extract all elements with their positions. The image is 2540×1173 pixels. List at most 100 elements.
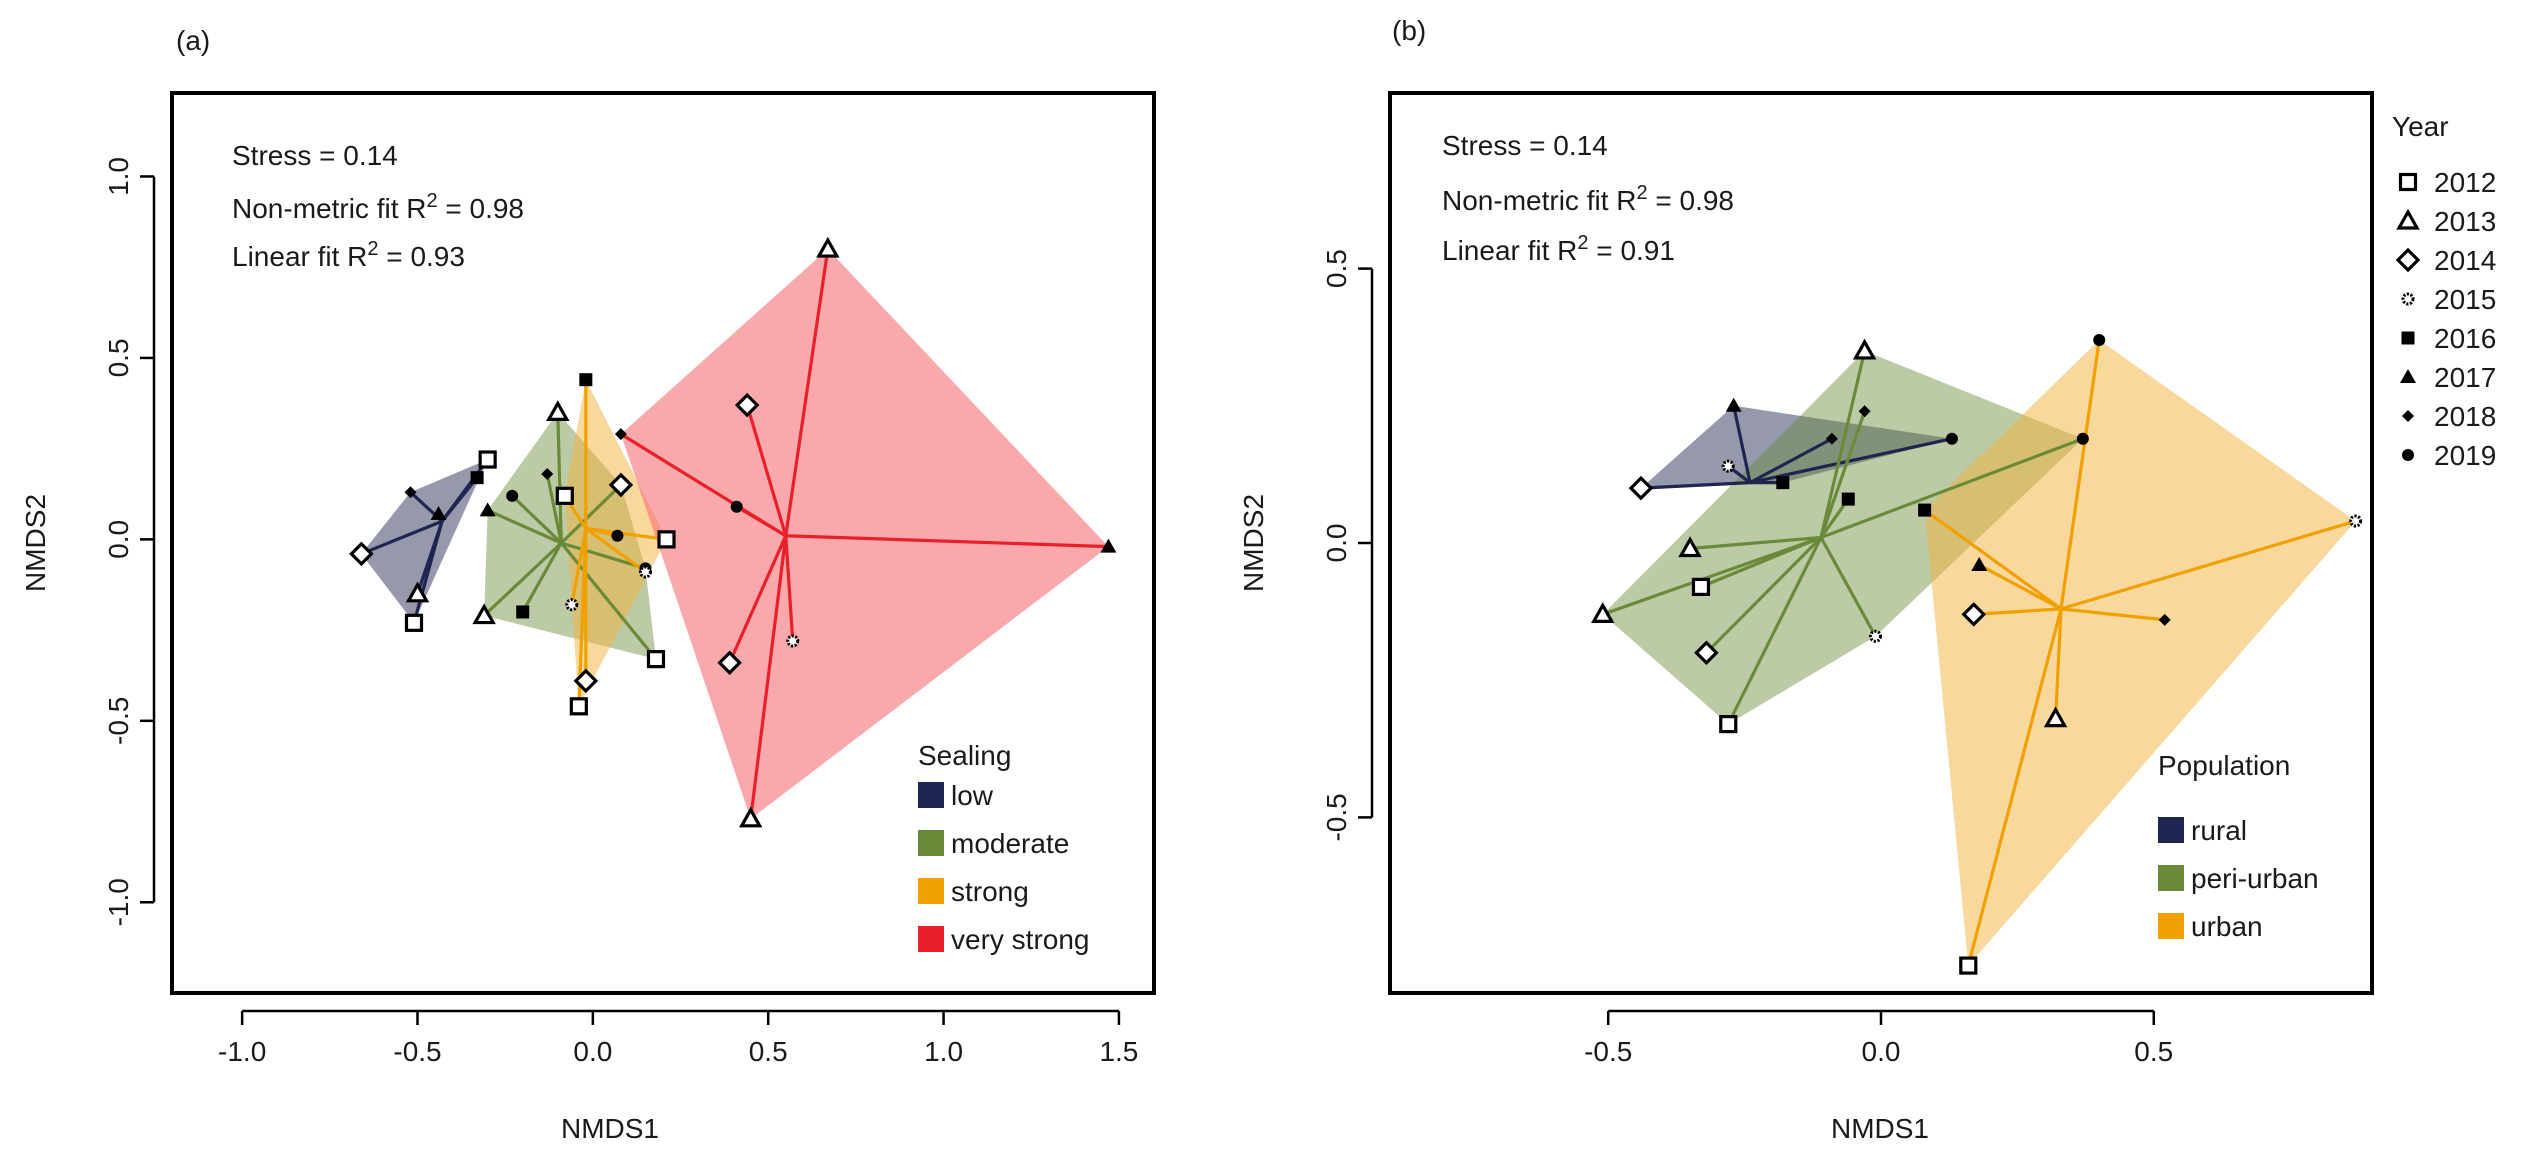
panel-a-point-strong-2012-0 <box>657 530 676 549</box>
panel-a-spoke-strong-5 <box>584 527 647 574</box>
panel-a-legend-item-low: low <box>918 780 994 811</box>
panel-b-point-urban-2016-4 <box>1918 503 1932 517</box>
panel-a-plot-frame <box>170 91 1156 995</box>
panel-a-point-low-2017-5 <box>430 505 447 520</box>
panel-a-legend-label-strong: strong <box>951 876 1029 907</box>
year-legend-label-2019: 2019 <box>2434 440 2496 471</box>
panel-a-x-tick-label: 0.0 <box>573 1036 612 1067</box>
panel-a-stats: Stress = 0.14 Non-metric fit R2 = 0.98 L… <box>232 140 524 272</box>
panel-b-point-peri-urban-2013-2 <box>1591 602 1615 623</box>
panel-b-spoke-peri-urban-1 <box>1726 536 1823 725</box>
panel-a-point-low-2014-3 <box>349 541 374 567</box>
panel-a-point-moderate-2014-3 <box>608 472 634 498</box>
panel-a-point-very-strong-2017-5 <box>1100 538 1117 553</box>
panel-a-spoke-low-2 <box>415 520 444 595</box>
panel-a-point-strong-2016-6 <box>579 373 593 387</box>
panel-b-x-tick-label: 0.5 <box>2134 1036 2173 1067</box>
panel-a-linear-fit: Linear fit R2 = 0.93 <box>232 238 465 272</box>
panel-b-y-tick-label: 0.0 <box>1321 524 1352 563</box>
year-legend-label-2013: 2013 <box>2434 206 2496 237</box>
panel-a-nonmetric-fit: Non-metric fit R2 = 0.98 <box>232 190 524 224</box>
panel-b-spoke-peri-urban-4 <box>1819 350 1867 538</box>
panel-a-label: (a) <box>176 25 210 56</box>
panel-a-spoke-low-3 <box>360 519 443 556</box>
panel-a-x-tick-label: 0.5 <box>749 1036 788 1067</box>
panel-a-point-very-strong-2013-1 <box>738 806 763 828</box>
panel-b-plot-frame <box>1388 91 2374 995</box>
year-legend-symbol-2015 <box>2401 292 2415 306</box>
panel-b-point-peri-urban-2015-6 <box>1869 629 1883 643</box>
panel-a-point-strong-2015-4 <box>565 598 579 612</box>
panel-a-point-strong-2012-2 <box>555 486 574 505</box>
panel-a-point-low-2018-6 <box>404 486 417 499</box>
panel-a-legend-swatch-moderate <box>918 830 944 856</box>
year-legend-symbol-2017 <box>2400 369 2416 383</box>
panel-b-x-axis-title: NMDS1 <box>1831 1113 1929 1144</box>
panel-a-spoke-very-strong-2 <box>745 404 788 537</box>
panel-a-point-very-strong-2013-0 <box>816 236 840 258</box>
panel-a-point-very-strong-2014-2 <box>734 392 760 418</box>
panel-a-legend-item-strong: strong <box>918 876 1029 907</box>
year-legend-item-2012: 2012 <box>2398 167 2496 198</box>
year-legend-symbol-2013 <box>2396 208 2420 230</box>
panel-b-hull-peri-urban <box>1602 350 2083 725</box>
year-legend-label-2012: 2012 <box>2434 167 2496 198</box>
panel-b-spoke-peri-urban-2 <box>1602 536 1822 616</box>
panel-b-legend-label-rural: rural <box>2191 815 2247 846</box>
panel-a-stress: Stress = 0.14 <box>232 140 398 171</box>
panel-b-legend-label-urban: urban <box>2191 911 2263 942</box>
panel-b-legend-label-peri-urban: peri-urban <box>2191 863 2319 894</box>
panel-a-y-tick-label: -0.5 <box>103 697 134 745</box>
panel-a-spoke-moderate-0 <box>560 541 658 661</box>
panel-a-point-strong-2019-7 <box>611 529 624 542</box>
panel-b-spokes <box>1602 339 2357 966</box>
panel-b-y-axis-title: NMDS2 <box>1238 494 1269 592</box>
panel-a-legend-label-moderate: moderate <box>951 828 1069 859</box>
panel-a-x-tick-label: -0.5 <box>393 1036 441 1067</box>
panel-b-point-urban-2019-7 <box>2093 333 2106 346</box>
year-legend-label-2015: 2015 <box>2434 284 2496 315</box>
panel-a-x-axis: -1.0 -0.5 0.0 0.5 1.0 1.5 <box>218 1009 1138 1067</box>
panel-b-spoke-urban-6 <box>2060 607 2165 622</box>
panel-b-spoke-urban-2 <box>1973 607 2062 616</box>
panel-b-point-rural-2019-5 <box>1945 432 1958 445</box>
panel-b-y-tick-label: -0.5 <box>1321 793 1352 841</box>
panel-a-point-moderate-2019-7 <box>506 489 519 502</box>
panel-b-point-peri-urban-2013-3 <box>1678 536 1702 558</box>
panel-a-spoke-low-4 <box>440 476 479 523</box>
panel-a-x-axis-title: NMDS1 <box>561 1113 659 1144</box>
year-legend-item-2018: 2018 <box>2402 401 2496 432</box>
panel-a-legend-item-moderate: moderate <box>918 828 1069 859</box>
panel-a-legend-swatch-very-strong <box>918 926 944 952</box>
panel-b-nonmetric-fit: Non-metric fit R2 = 0.98 <box>1442 182 1734 216</box>
year-legend-item-2014: 2014 <box>2395 245 2496 276</box>
panel-a-point-moderate-2013-2 <box>546 400 570 421</box>
panel-b-point-rural-2017-3 <box>1725 397 1742 412</box>
panel-b-hulls <box>1602 339 2356 966</box>
panel-a-y-tick-label: 0.0 <box>103 520 134 559</box>
year-legend-title: Year <box>2392 111 2449 142</box>
panel-a-point-low-2013-2 <box>405 581 430 603</box>
panel-a-legend-label-low: low <box>951 780 994 811</box>
panel-a-spoke-moderate-2 <box>556 412 563 544</box>
panel-b-spoke-urban-5 <box>1978 563 2062 611</box>
panel-b-point-rural-2015-1 <box>1721 459 1735 473</box>
panel-a-y-axis-title: NMDS2 <box>20 494 51 592</box>
panel-b-point-urban-2014-2 <box>1961 602 1987 627</box>
panel-a-spokes <box>360 248 1109 820</box>
panel-a-point-moderate-2013-1 <box>472 603 496 625</box>
panel-b-hull-rural <box>1640 405 1952 489</box>
panel-b-point-rural-2016-2 <box>1776 476 1790 490</box>
panel-a-spoke-very-strong-7 <box>735 505 787 538</box>
panel-b-y-axis: -0.5 0.0 0.5 <box>1321 249 1374 842</box>
panel-b-y-tick-label: 0.5 <box>1321 249 1352 288</box>
year-legend-symbol-2019 <box>2402 449 2414 461</box>
panel-b-x-tick-label: -0.5 <box>1584 1036 1632 1067</box>
panel-a-point-moderate-2017-5 <box>479 502 496 517</box>
panel-a-legend-swatch-strong <box>918 878 944 904</box>
panel-b-point-peri-urban-2016-7 <box>1841 492 1855 506</box>
panel-a-point-very-strong-2019-7 <box>730 500 743 513</box>
panel-a-spoke-moderate-6 <box>545 473 563 544</box>
year-legend-item-2019: 2019 <box>2402 440 2496 471</box>
